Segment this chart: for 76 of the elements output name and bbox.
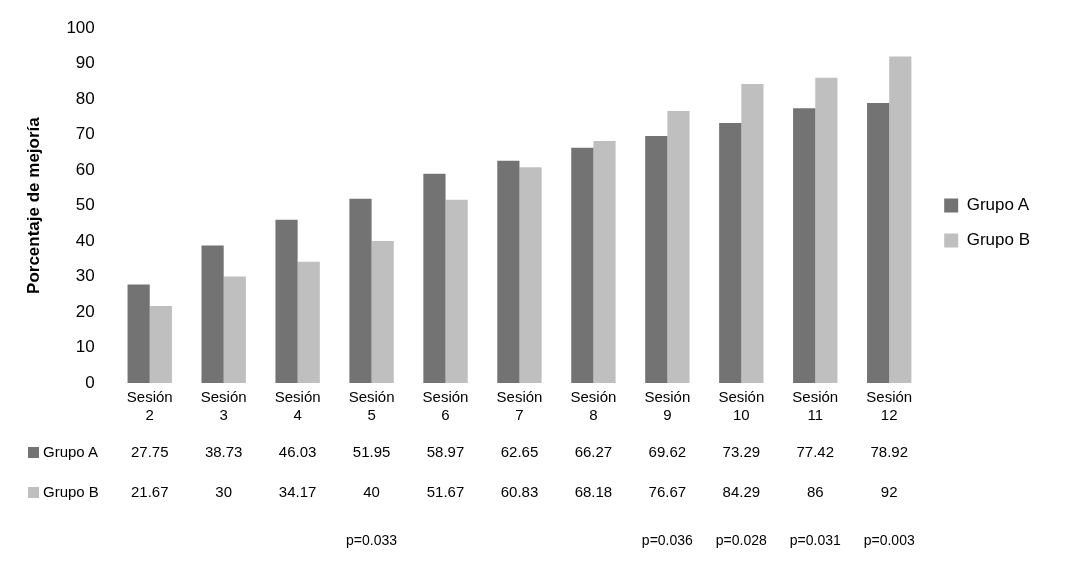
bar — [423, 173, 446, 383]
bar — [815, 77, 838, 383]
data-label: 86 — [806, 483, 824, 501]
x-tick-label: Sesión 5 — [348, 388, 395, 424]
bar — [645, 135, 668, 383]
y-tick-label: 20 — [75, 301, 95, 321]
bar — [149, 306, 172, 383]
bar — [275, 219, 298, 383]
bar — [593, 141, 616, 383]
bar — [867, 102, 890, 383]
x-tick-label: Sesión 6 — [422, 388, 469, 424]
y-tick-label: 50 — [75, 195, 95, 215]
data-label: 51.67 — [426, 483, 465, 501]
data-label: 73.29 — [722, 443, 761, 461]
text: Grupo A — [966, 195, 1030, 215]
x-tick-label: Sesión 7 — [496, 388, 543, 424]
data-label: 66.27 — [574, 443, 613, 461]
bar — [201, 245, 224, 383]
bar — [571, 147, 594, 383]
bar — [127, 284, 150, 383]
bar — [371, 241, 394, 383]
legend-label: Grupo A — [43, 443, 99, 461]
data-label: 62.65 — [500, 443, 539, 461]
data-label: 51.95 — [352, 443, 391, 461]
bar — [445, 199, 468, 383]
y-tick-label: 70 — [75, 124, 95, 144]
data-label: 46.03 — [278, 443, 317, 461]
y-tick-label: 0 — [85, 372, 95, 392]
text: Grupo B — [43, 483, 99, 501]
data-label: 68.18 — [574, 483, 613, 501]
bar — [719, 122, 742, 383]
data-label: 76.67 — [648, 483, 687, 501]
data-label: 84.29 — [722, 483, 761, 501]
x-tick-label: Sesión 9 — [644, 388, 691, 424]
x-tick-label: Sesión 8 — [570, 388, 617, 424]
y-tick-label: 40 — [75, 230, 95, 250]
bar — [497, 160, 520, 383]
bar — [223, 276, 246, 383]
y-tick-label: 100 — [66, 17, 95, 37]
y-tick-label: 60 — [75, 159, 95, 179]
data-label: 21.67 — [130, 483, 169, 501]
bar — [741, 83, 764, 383]
bar — [667, 110, 690, 383]
y-tick-label: 30 — [75, 266, 95, 286]
data-label: 30 — [215, 483, 233, 501]
bar — [793, 108, 816, 383]
text: p=0.003 — [863, 531, 915, 548]
x-tick-label: Sesión 12 — [866, 388, 913, 424]
text: p=0.033 — [346, 531, 398, 548]
bar — [297, 261, 320, 383]
bar — [889, 56, 912, 383]
y-tick-label: 90 — [75, 53, 95, 73]
bar — [519, 167, 542, 383]
x-tick-label: Sesión 4 — [274, 388, 321, 424]
legend-label: Grupo B — [966, 230, 1030, 250]
data-label: 92 — [880, 483, 898, 501]
bar — [349, 198, 372, 383]
data-label: 40 — [363, 483, 380, 501]
data-label: 27.75 — [130, 443, 169, 461]
data-label: 38.73 — [204, 443, 243, 461]
x-tick-label: Sesión 3 — [200, 388, 247, 424]
y-tick-label: 80 — [75, 88, 95, 108]
data-label: 78.92 — [870, 443, 908, 461]
data-label: 58.97 — [426, 443, 465, 461]
data-label: 34.17 — [278, 483, 317, 501]
x-tick-label: Sesión 2 — [126, 388, 173, 424]
data-label: 69.62 — [648, 443, 687, 461]
y-axis-title: Porcentaje de mejoría — [23, 116, 43, 294]
text: p=0.036 — [641, 531, 694, 548]
text: p=0.028 — [715, 531, 768, 548]
data-label: 60.83 — [500, 483, 539, 501]
x-tick-label: Sesión 10 — [718, 388, 765, 424]
text: p=0.031 — [789, 531, 841, 548]
x-tick-label: Sesión 11 — [792, 388, 839, 424]
y-tick-label: 10 — [75, 337, 95, 357]
data-label: 77.42 — [796, 443, 835, 461]
